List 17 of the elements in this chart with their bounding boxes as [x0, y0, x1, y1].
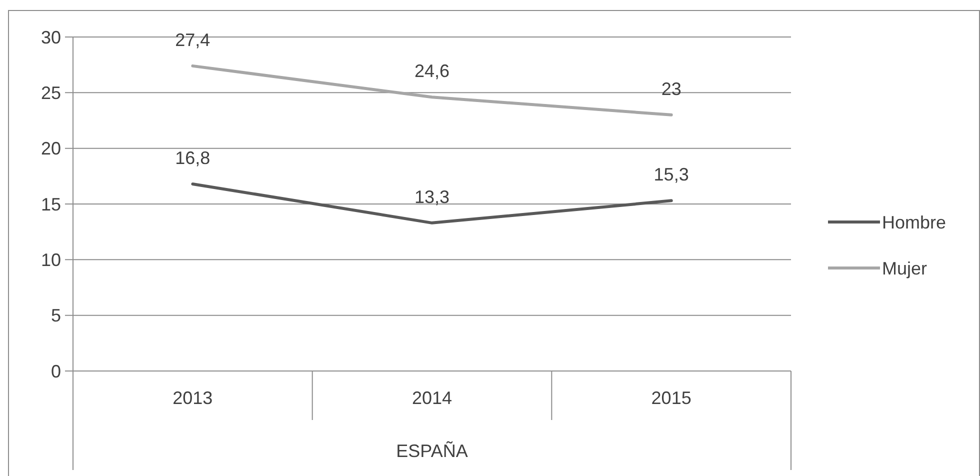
legend-label: Mujer [882, 258, 928, 278]
y-tick-label: 0 [50, 361, 61, 382]
x-tick-label: 2014 [412, 388, 452, 408]
y-tick-label: 10 [40, 250, 61, 270]
legend-label: Hombre [882, 212, 946, 232]
data-label: 13,3 [414, 186, 450, 207]
data-label: 15,3 [654, 164, 689, 185]
x-axis-title: ESPAÑA [396, 441, 468, 461]
y-tick-label: 25 [40, 82, 61, 103]
y-tick-label: 15 [40, 194, 61, 214]
y-tick-label: 30 [40, 27, 61, 48]
y-tick-label: 5 [50, 306, 61, 326]
x-tick-label: 2013 [172, 388, 213, 408]
y-tick-label: 20 [40, 138, 61, 159]
x-tick-label: 2015 [651, 388, 692, 408]
data-label: 24,6 [414, 61, 450, 82]
data-label: 16,8 [175, 148, 210, 168]
